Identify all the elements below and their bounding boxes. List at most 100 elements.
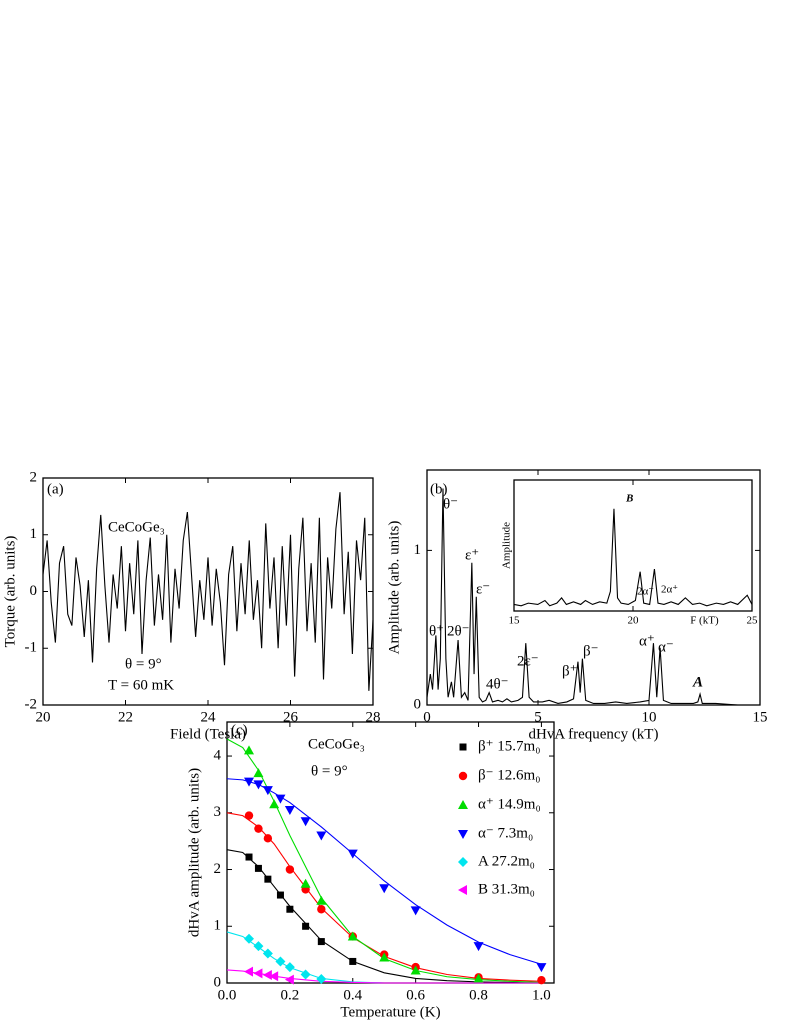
x-tick-label: 0.0 <box>218 987 237 1003</box>
annotation: ε⁺ <box>465 547 479 563</box>
y-tick-label: -1 <box>25 640 38 656</box>
x-tick-label: 26 <box>283 709 299 725</box>
annotation: CeCoGe₃ <box>308 736 365 752</box>
y-tick-label: 4 <box>214 747 222 763</box>
annotation: 2θ⁻ <box>447 623 470 639</box>
x-tick-label: 28 <box>366 709 381 725</box>
marker <box>275 956 286 967</box>
marker <box>410 906 421 916</box>
marker <box>244 777 255 787</box>
annotation: ε⁻ <box>476 581 490 597</box>
plot-frame <box>426 469 761 706</box>
x-tick-label: 1.0 <box>532 987 551 1003</box>
marker <box>302 922 310 930</box>
x-tick-label: 15 <box>509 615 521 627</box>
annotation: 2α⁺ <box>661 584 678 596</box>
marker <box>244 811 254 820</box>
marker <box>276 891 284 899</box>
x-tick-label: 0.8 <box>469 987 488 1003</box>
marker <box>269 799 280 809</box>
panel-label: (a) <box>47 481 64 497</box>
x-tick-label: 0.4 <box>343 987 362 1003</box>
marker <box>284 962 295 973</box>
marker <box>263 834 273 843</box>
annotation: θ⁺ <box>429 623 444 639</box>
marker <box>473 973 484 983</box>
y-tick-label: 2 <box>30 469 38 485</box>
data-line <box>42 492 374 691</box>
marker <box>473 942 484 952</box>
marker <box>410 965 421 975</box>
legend-marker <box>458 857 468 867</box>
marker <box>253 941 264 952</box>
x-tick-label: 10 <box>642 709 657 725</box>
marker <box>254 824 263 833</box>
panel-label: (b) <box>430 481 448 497</box>
plot-frame <box>513 479 753 612</box>
legend-marker <box>458 800 468 809</box>
annotation: T = 60 mK <box>108 677 174 693</box>
marker <box>316 895 327 905</box>
x-tick-label: 0.2 <box>281 987 300 1003</box>
annotation: A <box>692 674 703 690</box>
marker <box>316 974 327 985</box>
marker <box>264 875 272 883</box>
marker <box>316 831 327 841</box>
marker <box>347 931 358 941</box>
marker <box>284 805 295 815</box>
annotation: CeCoGe₃ <box>108 519 165 535</box>
marker <box>253 768 264 778</box>
marker <box>269 971 279 982</box>
marker <box>317 905 326 914</box>
marker <box>286 905 294 913</box>
marker <box>275 794 286 804</box>
y-axis-label: Amplitude <box>501 522 513 569</box>
marker <box>262 970 272 981</box>
fit-line <box>226 849 542 984</box>
x-axis-label: dHvA frequency (kT) <box>529 726 659 742</box>
marker <box>253 780 264 790</box>
x-tick-label: 15 <box>753 709 768 725</box>
data-line <box>426 488 760 706</box>
marker <box>284 974 294 985</box>
marker <box>300 878 311 888</box>
marker <box>262 786 273 796</box>
legend-marker <box>458 830 468 839</box>
data-line <box>513 508 753 607</box>
marker <box>262 948 273 959</box>
marker <box>245 853 253 861</box>
marker <box>285 865 295 874</box>
legend-label: α⁻ 7.3m₀ <box>478 825 533 841</box>
legend-label: B 31.3m₀ <box>478 881 535 897</box>
annotation: θ⁻ <box>443 496 458 512</box>
legend-label: β⁺ 15.7m₀ <box>478 738 540 754</box>
x-tick-label: 20 <box>628 615 640 627</box>
annotation: 2α⁻ <box>637 586 654 598</box>
x-tick-label: 5 <box>534 709 542 725</box>
x-axis-label: F (kT) <box>690 615 719 627</box>
marker <box>300 817 311 827</box>
marker <box>349 957 357 965</box>
marker <box>244 933 255 944</box>
y-axis-label: Torque (arb. units) <box>2 536 18 648</box>
y-tick-label: 0 <box>30 583 38 599</box>
y-axis-label: Amplitude (arb. units) <box>386 521 402 655</box>
x-tick-label: 24 <box>201 709 217 725</box>
legend-label: β⁻ 12.6m₀ <box>478 767 540 783</box>
y-tick-label: 0 <box>414 696 422 712</box>
marker <box>317 938 325 946</box>
annotation: 4θ⁻ <box>486 676 509 692</box>
y-tick-label: -2 <box>25 696 38 712</box>
y-tick-label: 0 <box>214 974 222 990</box>
legend-label: α⁺ 14.9m₀ <box>478 796 541 812</box>
y-tick-label: 1 <box>30 526 38 542</box>
x-tick-label: 22 <box>118 709 133 725</box>
annotation: B <box>625 493 633 505</box>
marker <box>537 975 546 985</box>
y-axis-label: dHvA amplitude (arb. units) <box>186 768 202 937</box>
marker <box>379 952 390 962</box>
marker <box>347 849 358 859</box>
x-tick-label: 25 <box>747 615 759 627</box>
marker <box>244 966 254 977</box>
